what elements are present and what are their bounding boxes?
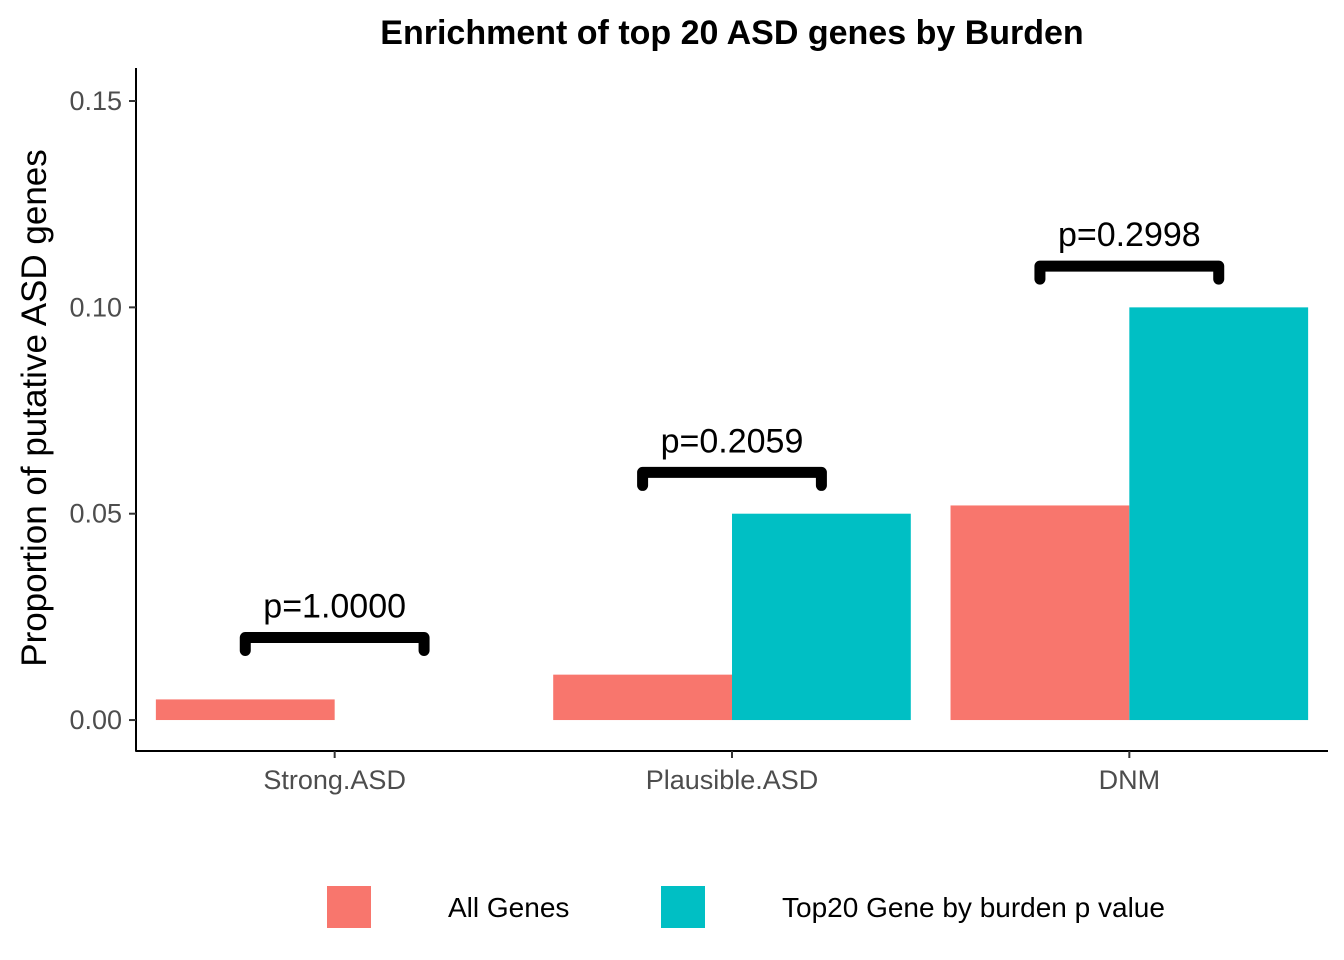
y-tick-label: 0.10 bbox=[69, 292, 122, 322]
p-value-label: p=0.2998 bbox=[1058, 216, 1201, 254]
bar-dnm-series-0 bbox=[950, 505, 1130, 721]
y-axis-title: Proportion of putative ASD genes bbox=[15, 149, 54, 667]
bar-dnm-series-1 bbox=[1129, 307, 1309, 721]
legend-label-0: All Genes bbox=[448, 892, 569, 923]
y-tick-label: 0.05 bbox=[69, 499, 122, 529]
bar-plausible-asd-series-1 bbox=[732, 513, 911, 721]
y-tick-label: 0.00 bbox=[69, 705, 122, 735]
bar-plausible-asd-series-0 bbox=[553, 674, 732, 721]
legend-key-0 bbox=[327, 886, 371, 928]
p-value-label: p=1.0000 bbox=[263, 588, 406, 626]
legend: All Genes Top20 Gene by burden p value bbox=[327, 886, 1165, 928]
bar-strong-asd-series-0 bbox=[155, 699, 335, 721]
x-tick-label: Strong.ASD bbox=[263, 765, 406, 795]
significance-bracket bbox=[637, 466, 827, 491]
legend-label-1: Top20 Gene by burden p value bbox=[782, 892, 1165, 923]
x-tick-label: DNM bbox=[1099, 765, 1161, 795]
y-tick-label: 0.15 bbox=[69, 86, 122, 116]
chart-title: Enrichment of top 20 ASD genes by Burden bbox=[380, 14, 1083, 52]
x-tick-label: Plausible.ASD bbox=[646, 765, 819, 795]
significance-bracket bbox=[1034, 260, 1225, 285]
legend-key-1 bbox=[661, 886, 705, 928]
p-value-label: p=0.2059 bbox=[661, 422, 804, 460]
significance-bracket bbox=[239, 632, 430, 657]
plot-area: 0.00 0.05 0.10 0.15 Strong.ASD Plausible.ASD D… bbox=[69, 68, 1328, 795]
